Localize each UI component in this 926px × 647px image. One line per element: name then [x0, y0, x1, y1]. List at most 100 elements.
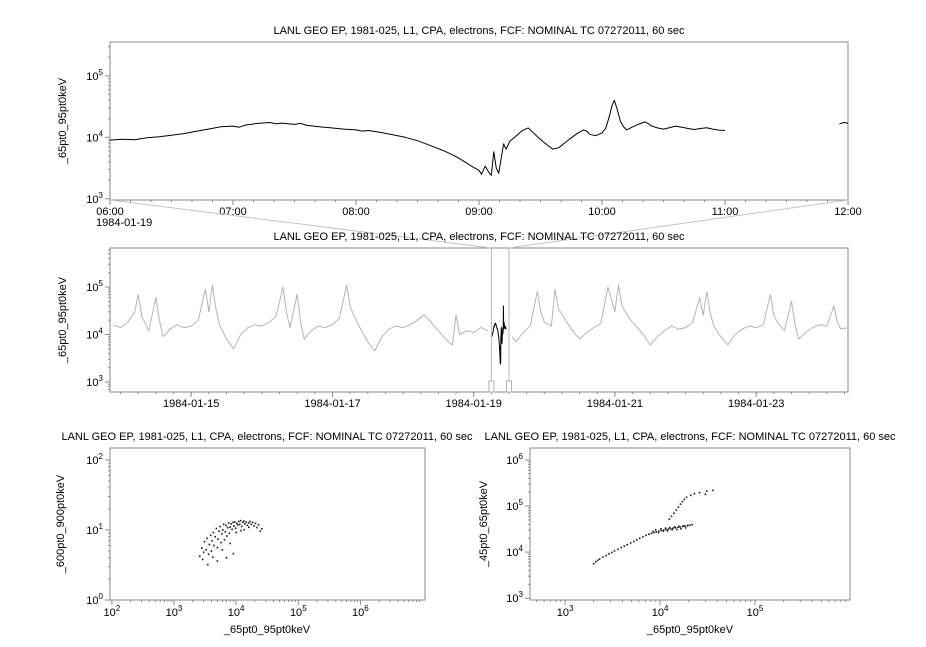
- point: [208, 543, 211, 546]
- zoom-connector-right: [508, 199, 849, 249]
- x-axis-label: _65pt0_95pt0keV: [646, 624, 734, 636]
- y-axis[interactable]: 100 101 102: [86, 452, 110, 607]
- y-axis-label: _45pt0_65pt0keV: [478, 480, 490, 568]
- point: [658, 530, 660, 532]
- point: [633, 540, 635, 543]
- point: [608, 553, 610, 555]
- point: [636, 539, 638, 541]
- point: [677, 506, 680, 508]
- point: [223, 539, 226, 541]
- point: [199, 555, 201, 558]
- tick-label: 10:00: [588, 206, 616, 218]
- point: [642, 536, 644, 538]
- y-axis-label: _65pt0_95pt0keV: [57, 77, 69, 165]
- point: [605, 554, 607, 557]
- tick-label: 105: [506, 498, 523, 513]
- point: [662, 529, 665, 531]
- plot-area[interactable]: [109, 41, 849, 201]
- point: [251, 521, 254, 524]
- plot-area[interactable]: [529, 447, 851, 601]
- selection-range[interactable]: [488, 248, 512, 393]
- point: [228, 532, 231, 534]
- point: [257, 524, 260, 526]
- x-axis[interactable]: 102 103 104 105 106: [104, 600, 421, 619]
- plot-area[interactable]: [109, 247, 849, 393]
- point: [594, 560, 597, 563]
- point: [207, 553, 210, 555]
- point: [673, 512, 675, 514]
- point: [222, 523, 225, 526]
- point: [691, 523, 693, 526]
- y-axis[interactable]: 103 104 105 106: [506, 452, 530, 605]
- point: [629, 542, 632, 544]
- tick-label: 104: [86, 327, 103, 342]
- tick-label: 100: [86, 592, 103, 607]
- point: [249, 520, 251, 523]
- tick-label: 104: [506, 544, 523, 559]
- point: [213, 544, 215, 547]
- plot-title: LANL GEO EP, 1981-025, L1, CPA, electron…: [61, 431, 473, 443]
- point: [684, 527, 687, 529]
- point: [654, 529, 657, 531]
- y-axis-label: _65pt0_95pt0keV: [57, 276, 69, 364]
- point: [655, 531, 657, 533]
- point: [657, 531, 660, 534]
- x-axis[interactable]: 103 104 105: [536, 600, 847, 619]
- plot-area[interactable]: [109, 447, 426, 601]
- point: [592, 562, 595, 565]
- y-axis[interactable]: 103 104 105: [86, 249, 110, 390]
- point: [211, 540, 213, 542]
- scatter-45-65-panel[interactable]: 103 104 105 106 103 104 105 LANL GEO EP, 1981-…: [478, 431, 896, 636]
- plot-title: LANL GEO EP, 1981-025, L1, CPA, electron…: [484, 431, 896, 443]
- tick-label: 1984-01-15: [163, 398, 219, 410]
- point: [225, 557, 228, 559]
- point: [669, 527, 672, 530]
- y-axis-label: _600pt0_900pt0keV: [55, 474, 67, 574]
- point: [232, 521, 234, 524]
- x-axis-date-label: 1984-01-19: [96, 217, 152, 229]
- point: [225, 524, 227, 527]
- selection-handle-left[interactable]: [488, 380, 495, 393]
- point: [673, 526, 676, 528]
- point: [216, 560, 219, 562]
- point: [681, 500, 684, 503]
- point: [203, 540, 206, 543]
- data-line: [109, 99, 726, 176]
- x-axis[interactable]: 06:00 07:00 08:00 09:00 10:00 11:00 12:00: [96, 200, 862, 218]
- point: [648, 533, 650, 535]
- point: [224, 531, 227, 533]
- point: [202, 551, 205, 554]
- point: [261, 528, 263, 530]
- point: [220, 541, 222, 544]
- point: [234, 527, 237, 529]
- point: [679, 526, 681, 528]
- tick-label: 106: [506, 452, 523, 467]
- point: [680, 528, 682, 530]
- tick-label: 1984-01-21: [587, 398, 643, 410]
- tick-label: 104: [86, 129, 103, 144]
- point: [650, 532, 653, 535]
- tick-label: 104: [652, 604, 669, 619]
- point: [218, 530, 220, 532]
- point: [233, 525, 235, 527]
- point: [672, 527, 674, 529]
- point: [214, 535, 216, 538]
- point: [239, 519, 242, 522]
- scatter-600-900-panel[interactable]: 100 101 102 102 103 104 105 106 LANL GEO EP, 19…: [55, 431, 473, 636]
- point: [229, 526, 231, 528]
- selection-handle-right[interactable]: [506, 380, 512, 393]
- point: [243, 528, 245, 531]
- scatter-points: [592, 489, 714, 565]
- point: [212, 531, 215, 534]
- point: [668, 526, 671, 529]
- scatter-45-65-layers: 103 104 105 106 103 104 105: [506, 447, 851, 619]
- point: [679, 503, 682, 505]
- point: [253, 525, 255, 527]
- y-axis[interactable]: 103 104 105: [86, 46, 110, 206]
- point: [237, 520, 240, 523]
- point: [247, 522, 250, 524]
- x-axis[interactable]: 1984-01-15 1984-01-17 1984-01-19 1984-01-21…: [120, 392, 845, 410]
